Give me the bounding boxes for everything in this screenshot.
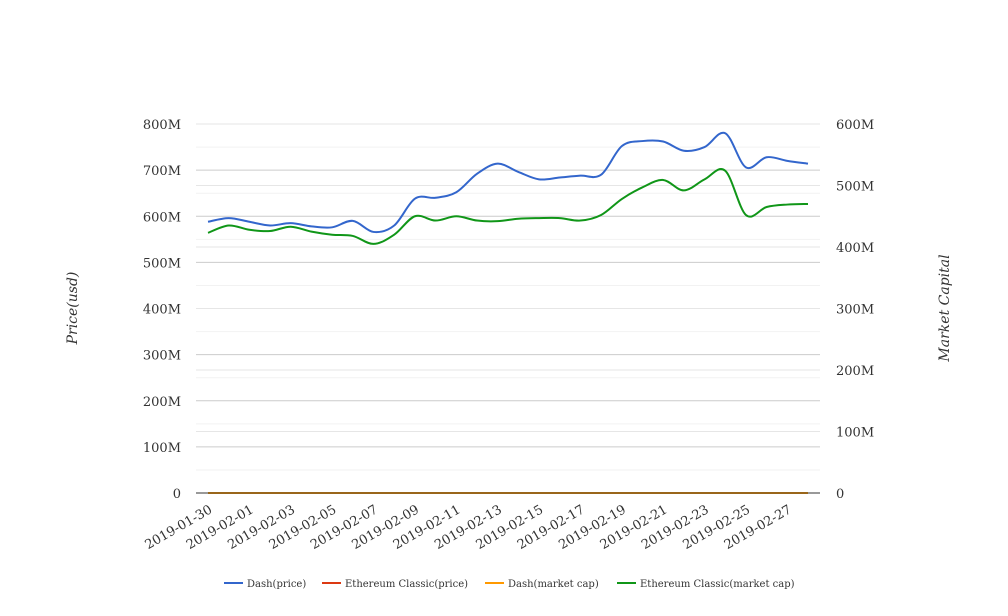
x-axis-ticks: 2019-01-302019-02-012019-02-032019-02-05… [143,502,795,552]
series-line-3 [207,168,809,245]
right-axis-ticks: 0 100M 200M 300M 400M 500M 600M [836,118,874,502]
left-tick-label: 0 [173,487,181,502]
legend-label: Ethereum Classic(market cap) [640,579,795,590]
right-tick-label: 600M [836,118,874,133]
grid-lines [196,123,820,471]
left-axis-title: Price(usd) [65,272,81,346]
legend-label: Ethereum Classic(price) [345,579,468,590]
left-tick-label: 800M [143,118,181,133]
legend: Dash(price) Ethereum Classic(price) Dash(m… [224,579,795,590]
legend-label: Dash(market cap) [508,579,599,590]
left-tick-label: 400M [143,303,181,318]
right-tick-label: 300M [836,303,874,318]
left-tick-label: 100M [143,441,181,456]
right-tick-label: 100M [836,426,874,441]
series-lines [207,131,809,495]
left-tick-label: 700M [143,164,181,179]
right-tick-label: 500M [836,180,874,195]
right-tick-label: 0 [836,487,844,502]
left-tick-label: 600M [143,210,181,225]
left-axis-ticks: 0 100M 200M 300M 400M 500M 600M 700M 800M [143,118,181,502]
right-tick-label: 400M [836,241,874,256]
right-tick-label: 200M [836,364,874,379]
left-tick-label: 500M [143,256,181,271]
legend-label: Dash(price) [247,579,306,590]
series-line-0 [207,131,809,234]
left-tick-label: 300M [143,349,181,364]
right-axis-title: Market Capital [937,254,953,362]
left-tick-label: 200M [143,395,181,410]
